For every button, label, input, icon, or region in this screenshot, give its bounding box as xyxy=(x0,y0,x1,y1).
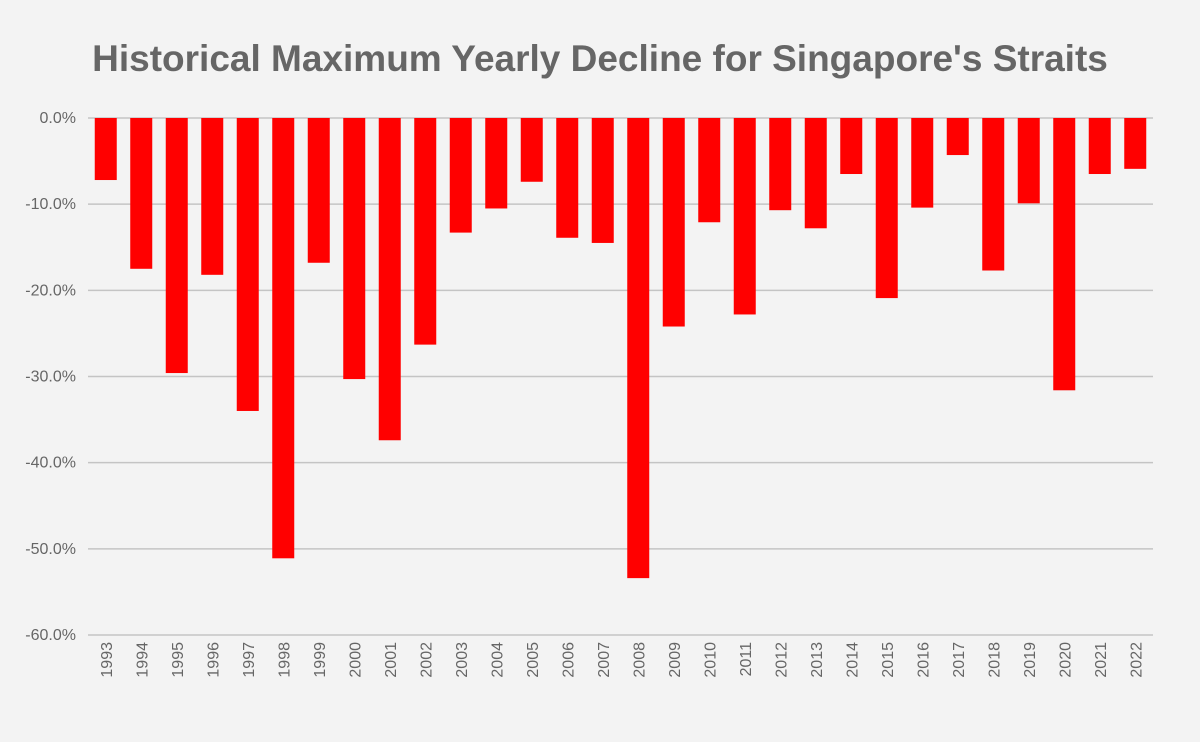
x-tick-label: 2022 xyxy=(1128,642,1145,678)
bar-2010 xyxy=(698,118,721,223)
x-tick-label: 2005 xyxy=(525,642,542,678)
x-tick-label: 2013 xyxy=(809,642,826,678)
bar-2019 xyxy=(1017,118,1040,204)
chart-title: Historical Maximum Yearly Decline for Si… xyxy=(92,38,1108,79)
y-tick-label: 0.0% xyxy=(40,110,76,127)
x-tick-label: 2006 xyxy=(560,642,577,678)
bar-1998 xyxy=(272,118,295,559)
bar-2006 xyxy=(556,118,579,238)
bar-2002 xyxy=(414,118,437,345)
bar-2007 xyxy=(591,118,614,243)
bar-2012 xyxy=(769,118,792,211)
x-tick-label: 2003 xyxy=(454,642,471,678)
bars xyxy=(94,118,1147,579)
bar-2000 xyxy=(343,118,366,380)
bar-2013 xyxy=(804,118,827,229)
y-tick-label: -50.0% xyxy=(25,541,76,558)
x-tick-label: 2004 xyxy=(489,642,506,678)
y-tick-label: -40.0% xyxy=(25,455,76,472)
y-tick-label: -60.0% xyxy=(25,627,76,644)
bar-2020 xyxy=(1053,118,1076,391)
x-tick-label: 1993 xyxy=(99,642,116,678)
bar-2022 xyxy=(1124,118,1147,169)
bar-2016 xyxy=(911,118,934,208)
x-tick-label: 2001 xyxy=(383,642,400,678)
gridlines xyxy=(88,117,1153,636)
x-tick-label: 1999 xyxy=(312,642,329,678)
y-tick-label: -10.0% xyxy=(25,196,76,213)
bar-2004 xyxy=(485,118,508,209)
x-tick-label: 2018 xyxy=(986,642,1003,678)
bar-2014 xyxy=(840,118,863,175)
x-tick-label: 1996 xyxy=(205,642,222,678)
x-tick-label: 1997 xyxy=(241,642,258,678)
x-tick-label: 2020 xyxy=(1057,642,1074,678)
bar-1996 xyxy=(201,118,224,275)
bar-2015 xyxy=(875,118,898,299)
x-tick-label: 2019 xyxy=(1022,642,1039,678)
bar-1999 xyxy=(307,118,330,263)
bar-1997 xyxy=(236,118,259,411)
bar-1995 xyxy=(165,118,188,374)
bar-1993 xyxy=(94,118,117,181)
x-axis: 1993 1994 1995 1996 1997 1998 1999 2000 2001 2002… xyxy=(99,642,1146,678)
bar-2003 xyxy=(449,118,472,233)
x-tick-label: 2011 xyxy=(738,642,755,677)
x-tick-label: 1998 xyxy=(276,642,293,678)
bar-2017 xyxy=(946,118,969,156)
x-tick-label: 2008 xyxy=(631,642,648,678)
x-tick-label: 2012 xyxy=(773,642,790,678)
x-tick-label: 2021 xyxy=(1093,642,1110,678)
bar-2018 xyxy=(982,118,1005,271)
bar-2011 xyxy=(733,118,756,315)
bar-2021 xyxy=(1088,118,1111,175)
bar-2005 xyxy=(520,118,543,182)
x-tick-label: 2014 xyxy=(844,642,861,678)
x-tick-label: 1995 xyxy=(170,642,187,678)
y-axis: 0.0% -10.0% -20.0% -30.0% -40.0% -50.0% -60.0% xyxy=(25,110,76,644)
x-tick-label: 2010 xyxy=(702,642,719,678)
y-tick-label: -30.0% xyxy=(25,369,76,386)
bar-2008 xyxy=(627,118,650,579)
bar-2009 xyxy=(662,118,685,327)
x-tick-label: 2017 xyxy=(951,642,968,678)
x-tick-label: 2015 xyxy=(880,642,897,678)
y-tick-label: -20.0% xyxy=(25,282,76,299)
x-tick-label: 2002 xyxy=(418,642,435,678)
bar-1994 xyxy=(130,118,153,269)
x-tick-label: 2016 xyxy=(915,642,932,678)
x-tick-label: 2009 xyxy=(667,642,684,678)
x-tick-label: 1994 xyxy=(134,642,151,678)
x-tick-label: 2007 xyxy=(596,642,613,678)
bar-2001 xyxy=(378,118,401,441)
x-tick-label: 2000 xyxy=(347,642,364,678)
